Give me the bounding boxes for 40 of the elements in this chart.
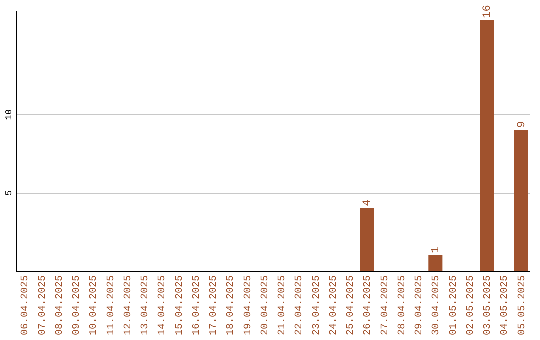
x-tick-label: 12.04.2025: [123, 276, 134, 336]
x-tick-label: 07.04.2025: [38, 276, 49, 336]
x-tick-label: 20.04.2025: [260, 276, 272, 336]
y-tick-label: 10: [4, 109, 14, 120]
x-tick-label: 18.04.2025: [226, 276, 238, 336]
x-tick-label: 21.04.2025: [278, 276, 289, 336]
x-tick-label: 28.04.2025: [397, 276, 408, 336]
data-label: 9: [516, 121, 528, 128]
x-tick-label: 05.05.2025: [517, 276, 528, 336]
x-tick-label: 29.04.2025: [414, 276, 426, 336]
data-label: 1: [430, 246, 443, 254]
x-tick-label: 02.05.2025: [466, 276, 477, 336]
x-tick-label: 19.04.2025: [243, 276, 254, 336]
data-label: 16: [482, 5, 494, 18]
x-tick-label: 17.04.2025: [209, 276, 220, 336]
x-tick-label: 25.04.2025: [346, 276, 358, 336]
bar: [514, 130, 528, 271]
x-tick-label: 26.04.2025: [363, 276, 374, 336]
x-tick-label: 13.04.2025: [140, 276, 152, 336]
bar: [428, 255, 443, 271]
x-tick-label: 11.04.2025: [106, 276, 118, 336]
x-tick-label: 14.04.2025: [158, 276, 169, 336]
x-tick-label: 03.05.2025: [483, 276, 494, 336]
x-tick-label: 08.04.2025: [54, 276, 66, 336]
x-tick-label: 04.05.2025: [500, 276, 512, 336]
x-tick-label: 09.04.2025: [72, 276, 84, 336]
x-tick-label: 30.04.2025: [432, 276, 443, 336]
x-tick-label: 01.05.2025: [448, 276, 460, 336]
data-label: 4: [362, 199, 374, 206]
x-tick-label: 24.04.2025: [328, 276, 340, 336]
x-tick-label: 23.04.2025: [312, 276, 323, 336]
x-tick-label: 16.04.2025: [192, 276, 203, 336]
x-tick-label: 22.04.2025: [294, 276, 306, 336]
bar: [480, 20, 494, 271]
x-tick-label: 27.04.2025: [380, 276, 392, 336]
x-tick-label: 15.04.2025: [174, 276, 186, 336]
x-tick-label: 06.04.2025: [20, 276, 32, 336]
x-tick-label: 10.04.2025: [89, 276, 100, 336]
y-tick-label: 5: [4, 190, 14, 196]
bar: [360, 208, 374, 271]
